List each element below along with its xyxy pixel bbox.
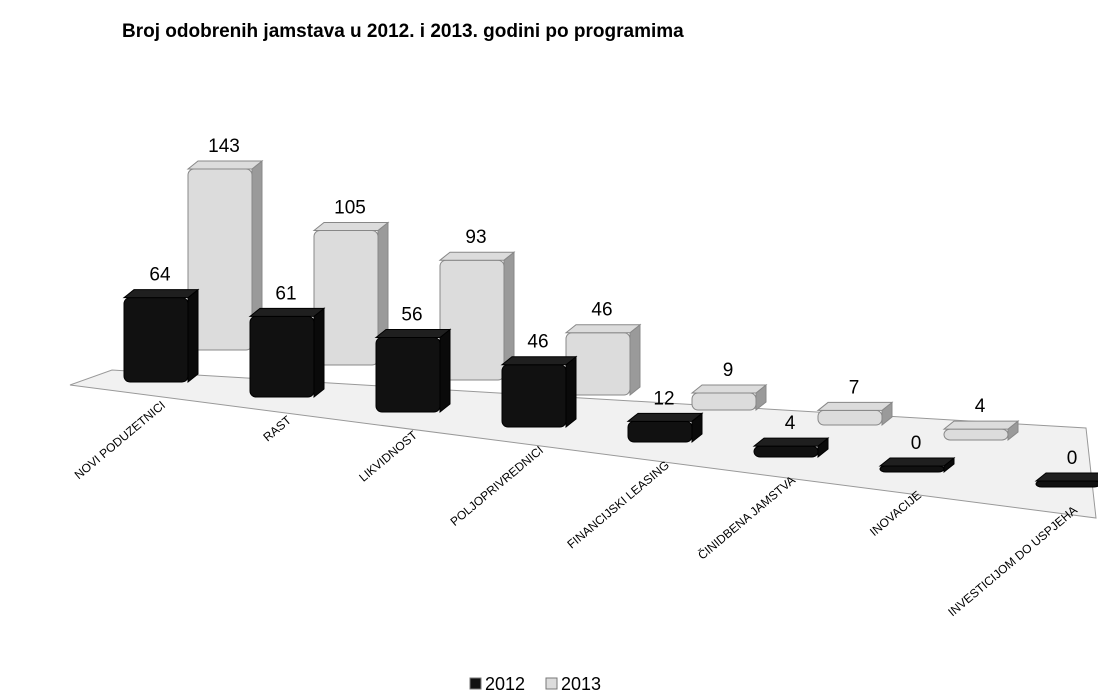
data-label: 46 [591,300,612,321]
x-tick-label: FINANCIJSKI LEASING [564,458,672,551]
data-label: 61 [275,283,296,304]
bar [626,412,704,444]
x-tick-label: INVESTICIJOM DO USPJEHA [945,503,1080,619]
data-label: 0 [1067,448,1078,469]
data-label: 56 [401,304,422,325]
x-tick-label: LIKVIDNOST [356,428,420,485]
x-tick-label: ČINIDBENA JAMSTVA [695,472,798,562]
bar [878,456,956,474]
bar [690,383,768,412]
bar [1034,472,1098,488]
data-label: 46 [527,332,548,353]
data-label: 9 [723,360,734,381]
bar [248,307,326,399]
data-label: 93 [465,227,486,248]
data-label: 7 [849,377,860,398]
data-label: 64 [149,265,171,286]
bar [816,401,894,427]
bar [438,251,516,382]
x-tick-label: POLJOPRIVREDNICI [448,443,546,529]
data-label: 0 [911,433,922,454]
bar [942,420,1020,442]
data-label: 12 [653,388,674,409]
legend-swatch [469,677,482,690]
data-label: 105 [334,198,366,219]
legend-swatch [545,677,558,690]
x-tick-label: INOVACIJE [867,488,924,539]
data-label: 4 [975,396,986,417]
bar [374,328,452,414]
data-label: 143 [208,136,240,157]
legend-label: 2013 [561,674,601,694]
legend-label: 2012 [485,674,525,694]
bar [312,221,390,367]
data-label: 4 [785,413,796,434]
bar [186,159,264,352]
x-tick-label: RAST [260,413,294,445]
bar [122,288,200,384]
bar [752,437,830,459]
x-tick-label: NOVI PODUZETNICI [72,398,168,482]
chart-title: Broj odobrenih jamstava u 2012. i 2013. … [122,21,684,42]
bar [564,323,642,397]
floor [69,369,1097,519]
bar [500,355,578,429]
